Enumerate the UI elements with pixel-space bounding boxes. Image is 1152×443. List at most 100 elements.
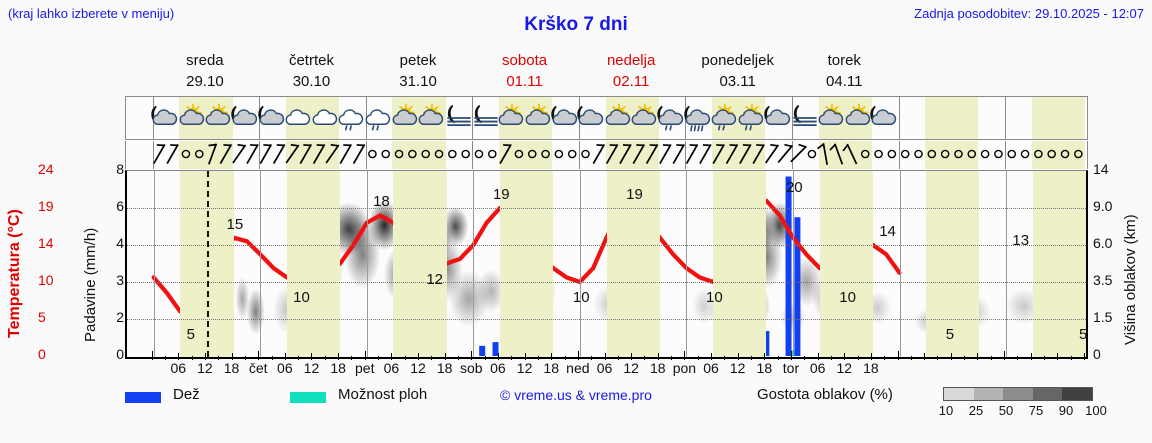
temperature-label: 18 (373, 193, 390, 211)
x-tick-label: sob (460, 360, 483, 376)
weather-icon-sun-cloud (495, 97, 529, 139)
precip-bar (794, 217, 801, 356)
day-separator (898, 141, 900, 169)
temperature-label: 5 (945, 326, 955, 343)
x-tick (258, 351, 260, 360)
x-tick (418, 353, 420, 360)
x-tick (1044, 356, 1046, 360)
daylight-band (819, 171, 873, 357)
day-date: 29.10 (186, 73, 224, 90)
x-tick (284, 353, 286, 360)
day-separator (365, 141, 367, 169)
x-tick-label: 06 (596, 360, 613, 376)
wind-barb-row (125, 141, 1088, 169)
x-tick-label: 18 (543, 360, 560, 376)
axis-tick: 3 (116, 272, 124, 288)
daylight-band (286, 171, 341, 357)
day-header-1: četrtek 30.10 (258, 50, 365, 92)
precip-bar (492, 342, 499, 356)
x-tick (338, 353, 340, 360)
x-tick-label: 12 (410, 360, 426, 376)
cloud-density-step (973, 388, 1004, 400)
weather-icon-moon-fog (788, 97, 822, 139)
daylight-band (180, 171, 234, 357)
x-tick-label: 06 (170, 360, 187, 376)
weather-icon-moon-fog (469, 97, 503, 139)
x-tick-label: pon (672, 360, 697, 376)
weather-icon-sun-cloud (602, 97, 636, 139)
x-tick (311, 353, 313, 360)
horizontal-gridline (127, 282, 1086, 283)
x-tick (364, 351, 366, 360)
weather-icon-sun-cloud-drizzle (708, 97, 742, 139)
temperature-label: 5 (1079, 326, 1088, 343)
day-name: torek (827, 52, 861, 69)
daylight-band (925, 141, 979, 169)
last-updated: Zadnja posodobitev: 29.10.2025 - 12:07 (914, 6, 1144, 21)
day-separator (578, 141, 580, 169)
x-tick (684, 351, 686, 360)
x-tick (1057, 353, 1059, 360)
day-separator (685, 141, 687, 169)
x-tick (218, 356, 220, 360)
x-tick-label: 12 (623, 360, 639, 376)
weather-icon-sun-cloud (415, 97, 449, 139)
weather-icon-sun-cloud (628, 97, 662, 139)
x-tick (298, 356, 300, 360)
shower-legend-swatch (290, 392, 326, 403)
weather-icon-sun-cloud (815, 97, 849, 139)
weather-icon-moon-cloud (762, 97, 796, 139)
weather-icon-cloud-drizzle (335, 97, 369, 139)
x-tick (231, 353, 233, 360)
x-tick (431, 356, 433, 360)
axis-tick: 6.0 (1093, 235, 1113, 251)
forecast-plot[interactable]: 5 15 10 18 12 19 10 19 10 20 10 14 5 13 5 (125, 170, 1088, 359)
daylight-band (925, 97, 979, 139)
axis-tick: 6 (116, 198, 124, 214)
x-tick (537, 356, 539, 360)
x-tick (1084, 353, 1085, 360)
x-tick-label: 12 (836, 360, 853, 376)
axis-tick: 9.0 (1093, 198, 1113, 214)
day-separator (472, 97, 474, 139)
day-separator (259, 141, 261, 169)
weather-icon-moon-cloud (149, 97, 183, 139)
x-tick-label: čet (248, 360, 268, 376)
temperature-label: 14 (879, 223, 896, 240)
precip-bar (785, 176, 792, 356)
daylight-band (926, 171, 980, 357)
x-tick (1017, 356, 1019, 360)
day-header-row: sreda 29.10 četrtek 30.10 petek 31.10 sobota 01… (125, 50, 1088, 95)
horizontal-gridline (127, 319, 1086, 320)
x-tick-label: 06 (809, 360, 826, 376)
cloud-density-tick: 50 (998, 403, 1014, 418)
menu-note: (kraj lahko izberete v meniju) (8, 6, 175, 21)
x-tick (271, 356, 273, 360)
x-tick (1070, 356, 1072, 360)
day-name: sobota (502, 52, 548, 69)
x-tick (471, 351, 473, 360)
weather-icon-sun-cloud (176, 97, 210, 139)
x-tick (151, 351, 153, 360)
x-tick (764, 353, 766, 360)
x-tick (1030, 353, 1032, 360)
x-tick-label: 12 (303, 360, 320, 376)
x-tick (964, 356, 966, 360)
x-tick (777, 356, 779, 360)
x-tick (617, 356, 619, 360)
x-tick-label: 06 (277, 360, 293, 376)
x-tick (524, 353, 526, 360)
x-tick (657, 353, 659, 360)
cloud-density-tick: 25 (968, 403, 984, 418)
day-name: četrtek (288, 52, 334, 69)
axis-tick: 1.5 (1093, 309, 1113, 325)
cloud-density-tick: 100 (1085, 403, 1107, 418)
day-header-2: petek 31.10 (365, 50, 472, 92)
day-gridline (153, 171, 155, 357)
day-separator (152, 141, 154, 169)
current-time-marker-extension (207, 170, 209, 171)
daylight-band (499, 171, 554, 357)
temperature-label: 10 (572, 289, 590, 306)
x-tick (391, 353, 393, 360)
weather-icon-moon-cloud (229, 97, 263, 139)
